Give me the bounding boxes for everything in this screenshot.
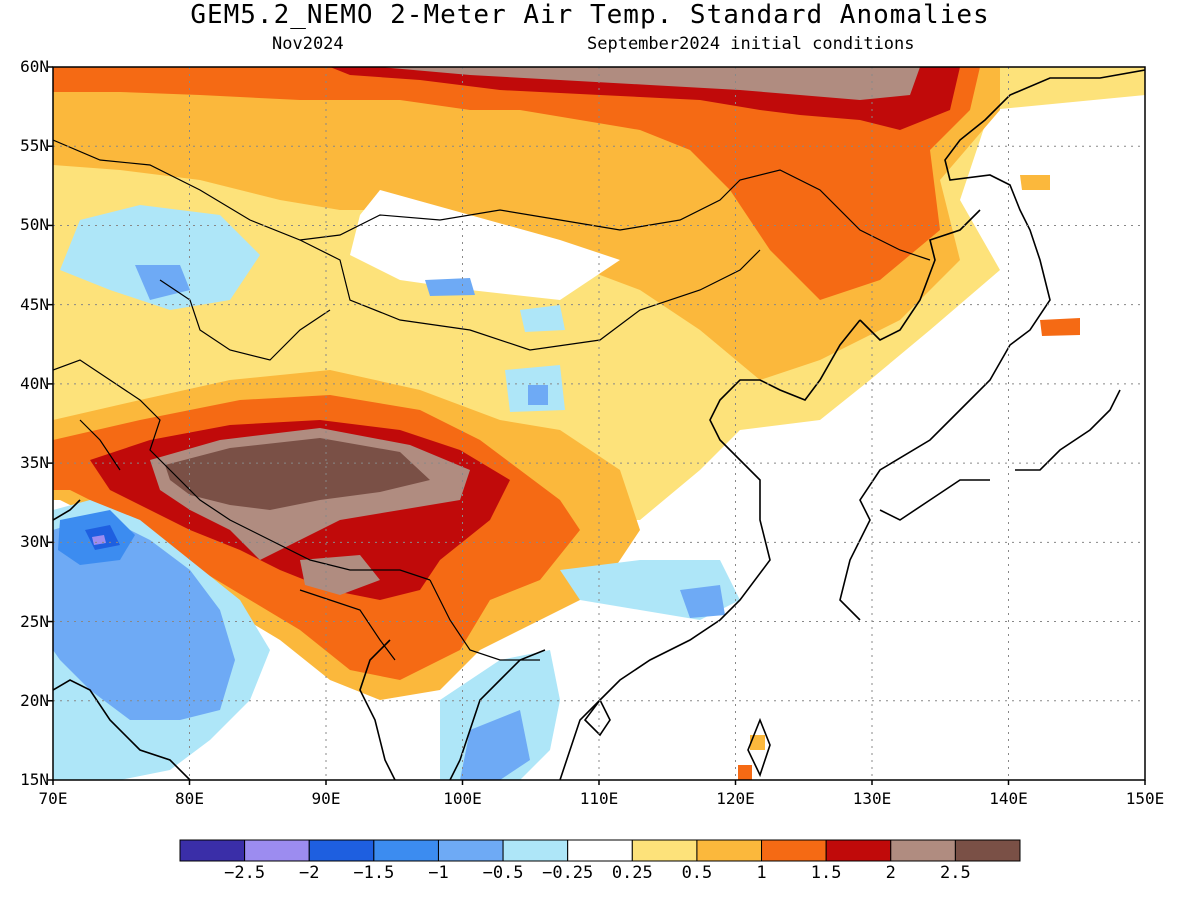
colorbar-swatch (373, 839, 439, 862)
lon-tick-label: 90E (311, 789, 341, 808)
colorbar-tick-label: 0.5 (681, 863, 713, 883)
colorbar-tick-label: 1 (756, 863, 767, 883)
lat-tick-label: 35N (20, 453, 49, 473)
colorbar-tick-label: −1.5 (353, 863, 395, 883)
lat-tick-label: 50N (20, 215, 49, 235)
coastlines (53, 69, 1145, 780)
map-title: GEM5.2_NEMO 2-Meter Air Temp. Standard A… (190, 0, 990, 30)
lon-tick-label: 110E (579, 789, 619, 808)
initial-conditions: September2024 initial conditions (587, 34, 915, 54)
colorbar-tick-label: 0.25 (611, 863, 653, 883)
forecast-month: Nov2024 (272, 34, 344, 54)
colorbar-tick-label: 2.5 (940, 863, 971, 883)
lat-tick-label: 25N (20, 611, 49, 631)
colorbar-tick-label: −2 (298, 863, 320, 883)
lat-tick-label: 45N (20, 294, 49, 314)
lon-tick-label: 140E (989, 789, 1028, 808)
lat-tick-label: 55N (20, 136, 49, 156)
lon-tick-label: 150E (1125, 789, 1165, 808)
colorbar-swatch (890, 839, 956, 862)
colorbar-tick-label: 1.5 (810, 863, 842, 883)
lat-tick-label: 20N (20, 690, 49, 710)
lat-tick-label: 30N (20, 532, 49, 552)
lat-tick-label: 40N (20, 373, 49, 393)
colorbar-tick-label: −1 (428, 863, 449, 883)
axis-ticks (48, 66, 1146, 785)
colorbar-swatch (954, 839, 1021, 862)
colorbar-tick-label: −0.25 (542, 863, 594, 883)
colorbar-swatch (244, 839, 310, 862)
colorbar-swatch (502, 839, 569, 862)
colorbar-swatch (437, 839, 504, 862)
lat-tick-label: 15N (20, 770, 49, 789)
lon-tick-label: 80E (175, 789, 204, 808)
colorbar-tick-label: 2 (885, 863, 896, 883)
colorbar-swatch (631, 839, 698, 862)
colorbar-swatch (761, 839, 827, 862)
colorbar-swatch (696, 839, 763, 862)
lat-tick-label: 60N (20, 57, 49, 76)
country-borders (53, 139, 931, 661)
lon-tick-label: 100E (443, 789, 482, 808)
colorbar-swatch (825, 839, 892, 862)
colorbar-tick-label: −0.5 (482, 863, 524, 883)
colorbar-swatch (567, 839, 633, 862)
colorbar (179, 839, 1021, 862)
colorbar-tick-label: −2.5 (224, 863, 266, 883)
grid-lines (53, 67, 1145, 780)
lon-tick-label: 70E (38, 789, 68, 808)
lon-tick-label: 120E (716, 789, 755, 808)
lon-tick-label: 130E (852, 789, 892, 808)
colorbar-swatch (308, 839, 375, 862)
colorbar-swatch (179, 839, 246, 862)
